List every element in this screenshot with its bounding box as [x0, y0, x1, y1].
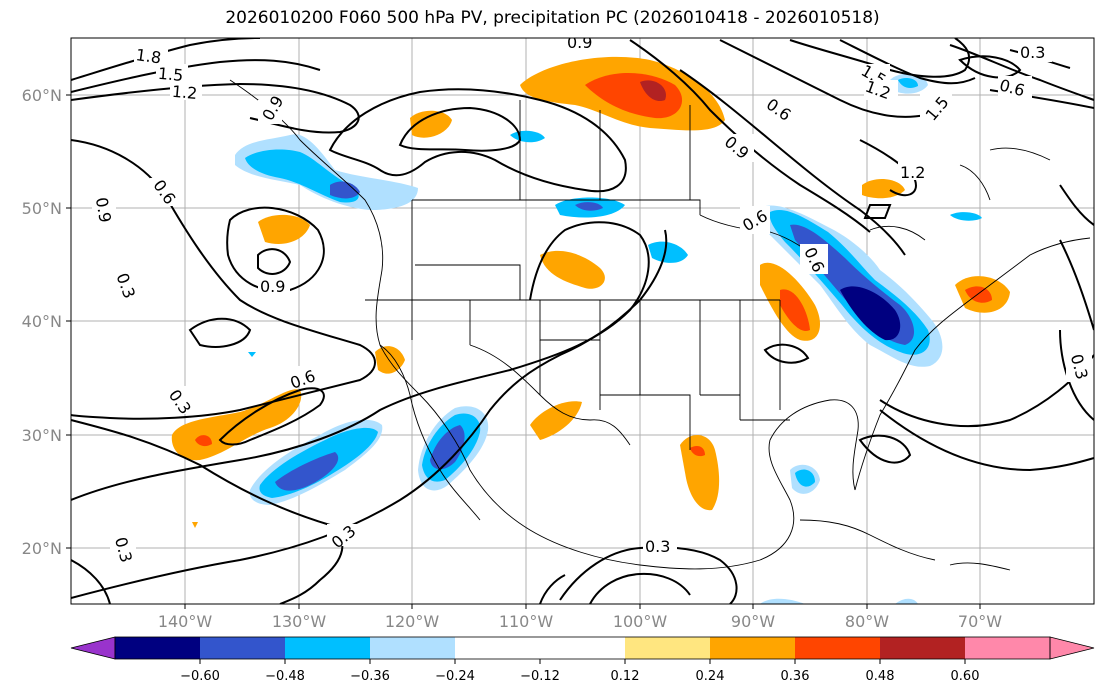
pv-contours: [71, 38, 1094, 604]
latitude-labels: 60°N 50°N 40°N 30°N 20°N: [22, 86, 62, 558]
precip-positive-rockies: [540, 250, 605, 289]
contour-label: 0.3: [645, 537, 670, 556]
precip-positive-great-lakes-core: [780, 289, 810, 331]
colorbar-bin: [795, 637, 880, 659]
contour-label: 0.9: [567, 33, 592, 52]
lon-label-120w: 120°W: [385, 612, 440, 631]
contour-label: 1.5: [157, 64, 184, 85]
colorbar-bin: [285, 637, 370, 659]
colorbar-tick-label: −0.36: [350, 669, 390, 684]
colorbar-tick-label: 0.24: [696, 669, 725, 684]
colorbar-tick-label: 0.48: [866, 669, 895, 684]
precip-negative-great-lakes-ne-max: [840, 286, 901, 341]
precip-positive-bc-coast: [258, 214, 310, 245]
colorbar-bin: [115, 637, 200, 659]
contour-label: 0.3: [1020, 43, 1045, 62]
contour-label: 1.8: [135, 45, 163, 67]
precip-negative-baja-gulf-core: [430, 425, 465, 470]
precip-negative-central-canada-core: [575, 202, 603, 211]
lat-label-50n: 50°N: [22, 199, 62, 218]
precip-positive-pacific-west-core: [195, 435, 212, 447]
longitude-labels: 140°W 130°W 120°W 110°W 100°W 90°W 80°W …: [158, 612, 1002, 631]
colorbar-tick-label: 0.12: [611, 669, 640, 684]
precip-negative-gulf-east-core: [795, 469, 815, 487]
precip-negative-bc-north-core: [330, 181, 360, 199]
precip-negative-dot: [248, 352, 256, 357]
map-title: 2026010200 F060 500 hPa PV, precipitatio…: [225, 8, 880, 28]
lat-label-20n: 20°N: [22, 539, 62, 558]
lon-label-110w: 110°W: [499, 612, 554, 631]
contour-label: 0.9: [92, 196, 115, 224]
colorbar-tick-label: −0.48: [265, 669, 305, 684]
colorbar-bin: [200, 637, 285, 659]
lon-label-140w: 140°W: [158, 612, 213, 631]
contour-label: 1.2: [900, 163, 925, 182]
colorbar-bin: [455, 637, 625, 659]
colorbar-bin: [965, 637, 1050, 659]
lon-label-130w: 130°W: [272, 612, 327, 631]
colorbar: −0.60 −0.48 −0.36 −0.24 −0.12 0.12 0.24 …: [70, 636, 1095, 684]
colorbar-tick-label: 0.60: [951, 669, 980, 684]
colorbar-tick-label: 0.36: [781, 669, 810, 684]
colorbar-bin: [370, 637, 455, 659]
colorbar-tick-label: −0.60: [180, 669, 220, 684]
lat-label-60n: 60°N: [22, 86, 62, 105]
colorbar-bin: [710, 637, 795, 659]
lon-label-70w: 70°W: [958, 612, 1002, 631]
precipitation-shading: [171, 56, 1010, 604]
contour-label: 0.9: [260, 277, 285, 296]
lon-label-100w: 100°W: [613, 612, 668, 631]
tick-marks: [66, 94, 981, 609]
precip-negative-quebec-ne-core: [898, 78, 918, 88]
precip-positive-canada-north-max: [640, 80, 666, 102]
contour-labels: 1.8 1.5 1.2 0.9 0.6 0.9 0.3 0.9 0.6 0.3 …: [92, 33, 1092, 564]
lon-label-90w: 90°W: [731, 612, 775, 631]
colorbar-tick-label: −0.12: [520, 669, 560, 684]
precip-positive-gulf: [680, 434, 720, 511]
lat-label-40n: 40°N: [22, 312, 62, 331]
precip-negative-bottom: [760, 598, 805, 604]
lat-label-30n: 30°N: [22, 426, 62, 445]
precip-positive-baja: [375, 346, 405, 374]
colorbar-bin: [625, 637, 710, 659]
colorbar-bin: [880, 637, 965, 659]
colorbar-extend-high: [1049, 636, 1095, 660]
precip-positive-texas: [530, 401, 582, 440]
precip-negative-plains: [648, 241, 688, 263]
colorbar-tick-label: −0.24: [435, 669, 475, 684]
lon-label-80w: 80°W: [845, 612, 889, 631]
colorbar-extend-low: [70, 636, 116, 660]
precip-negative-bottom-east: [895, 598, 918, 604]
precip-positive-hudson-west: [410, 110, 452, 138]
precip-positive-dot: [192, 522, 198, 528]
precip-negative-pacific-south-core: [275, 452, 339, 491]
contour-label: 1.2: [171, 82, 198, 103]
precip-negative-newfoundland: [950, 212, 982, 221]
precip-positive-gulf-core: [690, 446, 705, 457]
